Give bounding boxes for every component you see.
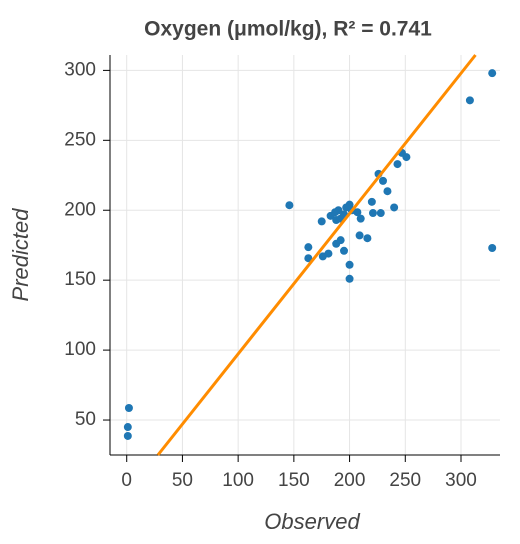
point [124,404,133,413]
x-axis-label: Observed [264,509,360,534]
point [317,217,326,226]
point [488,69,497,78]
y-tick-label: 150 [64,269,96,290]
point [355,231,364,240]
point [393,160,402,169]
point [345,274,354,283]
y-tick-label: 300 [64,59,96,80]
y-tick-label: 50 [75,409,96,430]
x-tick-label: 0 [121,470,132,491]
point [345,260,354,269]
point [368,209,377,218]
point [285,201,294,210]
point [304,243,313,252]
point [123,431,132,440]
point [488,244,497,253]
point [363,234,372,243]
point [304,254,313,263]
y-tick-label: 200 [64,199,96,220]
point [340,246,348,255]
point [376,209,385,218]
y-tick-label: 100 [64,339,96,360]
chart-title: Oxygen (μmol/kg), R² = 0.741 [144,18,432,41]
point [123,423,132,432]
y-axis-label: Predicted [8,208,33,302]
point [390,203,399,212]
point [342,203,351,212]
x-tick-label: 200 [334,470,366,491]
point [402,153,411,162]
point [356,214,365,223]
point [334,206,343,215]
point [367,197,376,206]
y-tick-label: 250 [64,129,96,150]
point [379,176,387,185]
fit-line [156,54,477,456]
x-tick-label: 150 [278,470,310,491]
point [383,187,392,196]
x-tick-label: 250 [389,470,421,491]
point [353,208,362,217]
x-tick-label: 50 [172,470,193,491]
point [336,236,345,245]
point [465,96,474,105]
point [324,249,333,258]
x-tick-label: 100 [222,470,254,491]
x-tick-label: 300 [445,470,477,491]
